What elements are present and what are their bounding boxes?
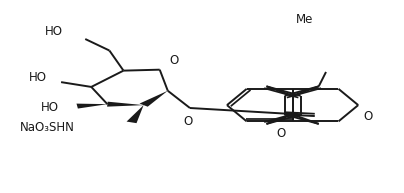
Polygon shape [107,102,143,107]
Text: HO: HO [41,102,59,114]
Text: Me: Me [296,13,314,26]
Text: HO: HO [29,71,47,84]
Text: NaO₃SHN: NaO₃SHN [19,121,74,134]
Text: O: O [363,110,372,123]
Polygon shape [139,91,168,107]
Polygon shape [126,105,143,123]
Text: O: O [276,127,285,140]
Text: O: O [183,115,193,128]
Text: O: O [170,54,179,67]
Text: HO: HO [45,25,63,38]
Polygon shape [76,104,107,108]
